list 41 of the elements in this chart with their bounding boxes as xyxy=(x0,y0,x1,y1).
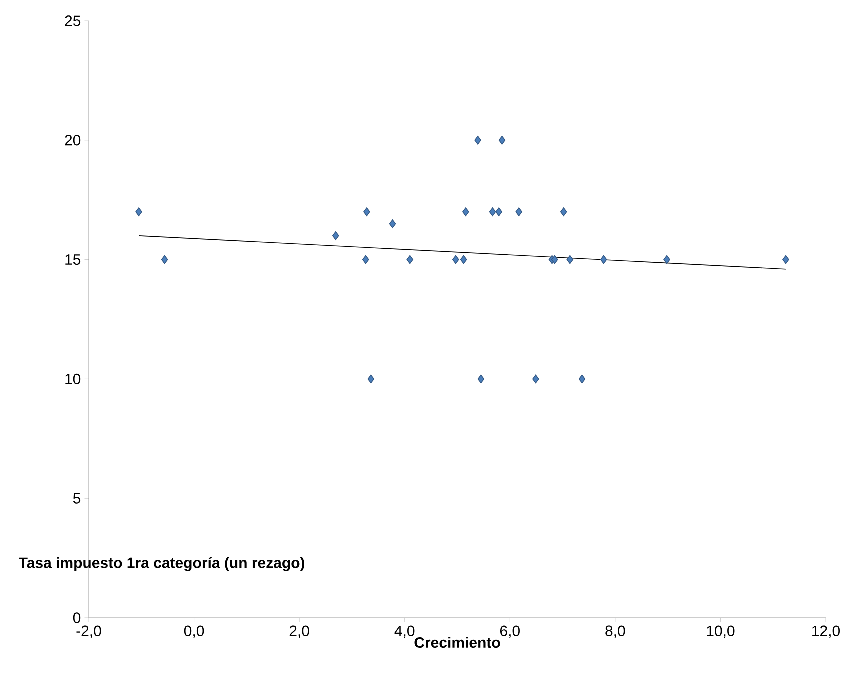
point xyxy=(362,255,370,264)
x-tick-label: 8,0 xyxy=(606,626,626,638)
point xyxy=(389,220,396,228)
point xyxy=(161,255,168,264)
point xyxy=(532,374,540,384)
x-axis-title: Crecimiento xyxy=(414,637,500,648)
point xyxy=(332,232,340,240)
y-tick-label: 5 xyxy=(73,493,81,504)
point xyxy=(600,255,608,264)
point xyxy=(460,255,468,264)
point xyxy=(560,208,568,216)
y-tick-label: 10 xyxy=(66,374,81,385)
x-tick-label: -2,0 xyxy=(76,626,102,638)
y-tick-label: 25 xyxy=(65,16,81,26)
point xyxy=(496,208,502,216)
x-tick-label: 4,0 xyxy=(394,626,415,638)
point xyxy=(406,255,414,264)
point xyxy=(551,255,558,264)
point xyxy=(489,208,496,216)
y-tick-label: 15 xyxy=(66,254,81,266)
point xyxy=(368,374,375,384)
point xyxy=(566,255,574,264)
x-tick-label: 12,0 xyxy=(812,626,840,638)
point xyxy=(664,255,670,264)
point xyxy=(498,136,506,145)
y-tick-label: 20 xyxy=(65,135,81,146)
x-tick-label: 2,0 xyxy=(290,626,310,638)
point xyxy=(474,136,482,145)
point xyxy=(364,208,370,216)
point xyxy=(452,255,460,264)
point xyxy=(462,208,470,216)
x-tick-label: 6,0 xyxy=(500,626,520,638)
y-tick-label: 0 xyxy=(73,612,81,624)
x-tick-label: 10,0 xyxy=(707,626,735,638)
point xyxy=(516,208,522,216)
point xyxy=(782,255,790,264)
x-tick-label: 0,0 xyxy=(184,626,204,638)
point xyxy=(578,374,586,384)
point xyxy=(478,374,485,384)
point xyxy=(136,208,142,216)
y-axis-title: Tasa impuesto 1ra categoría (un rezago) xyxy=(19,557,305,572)
